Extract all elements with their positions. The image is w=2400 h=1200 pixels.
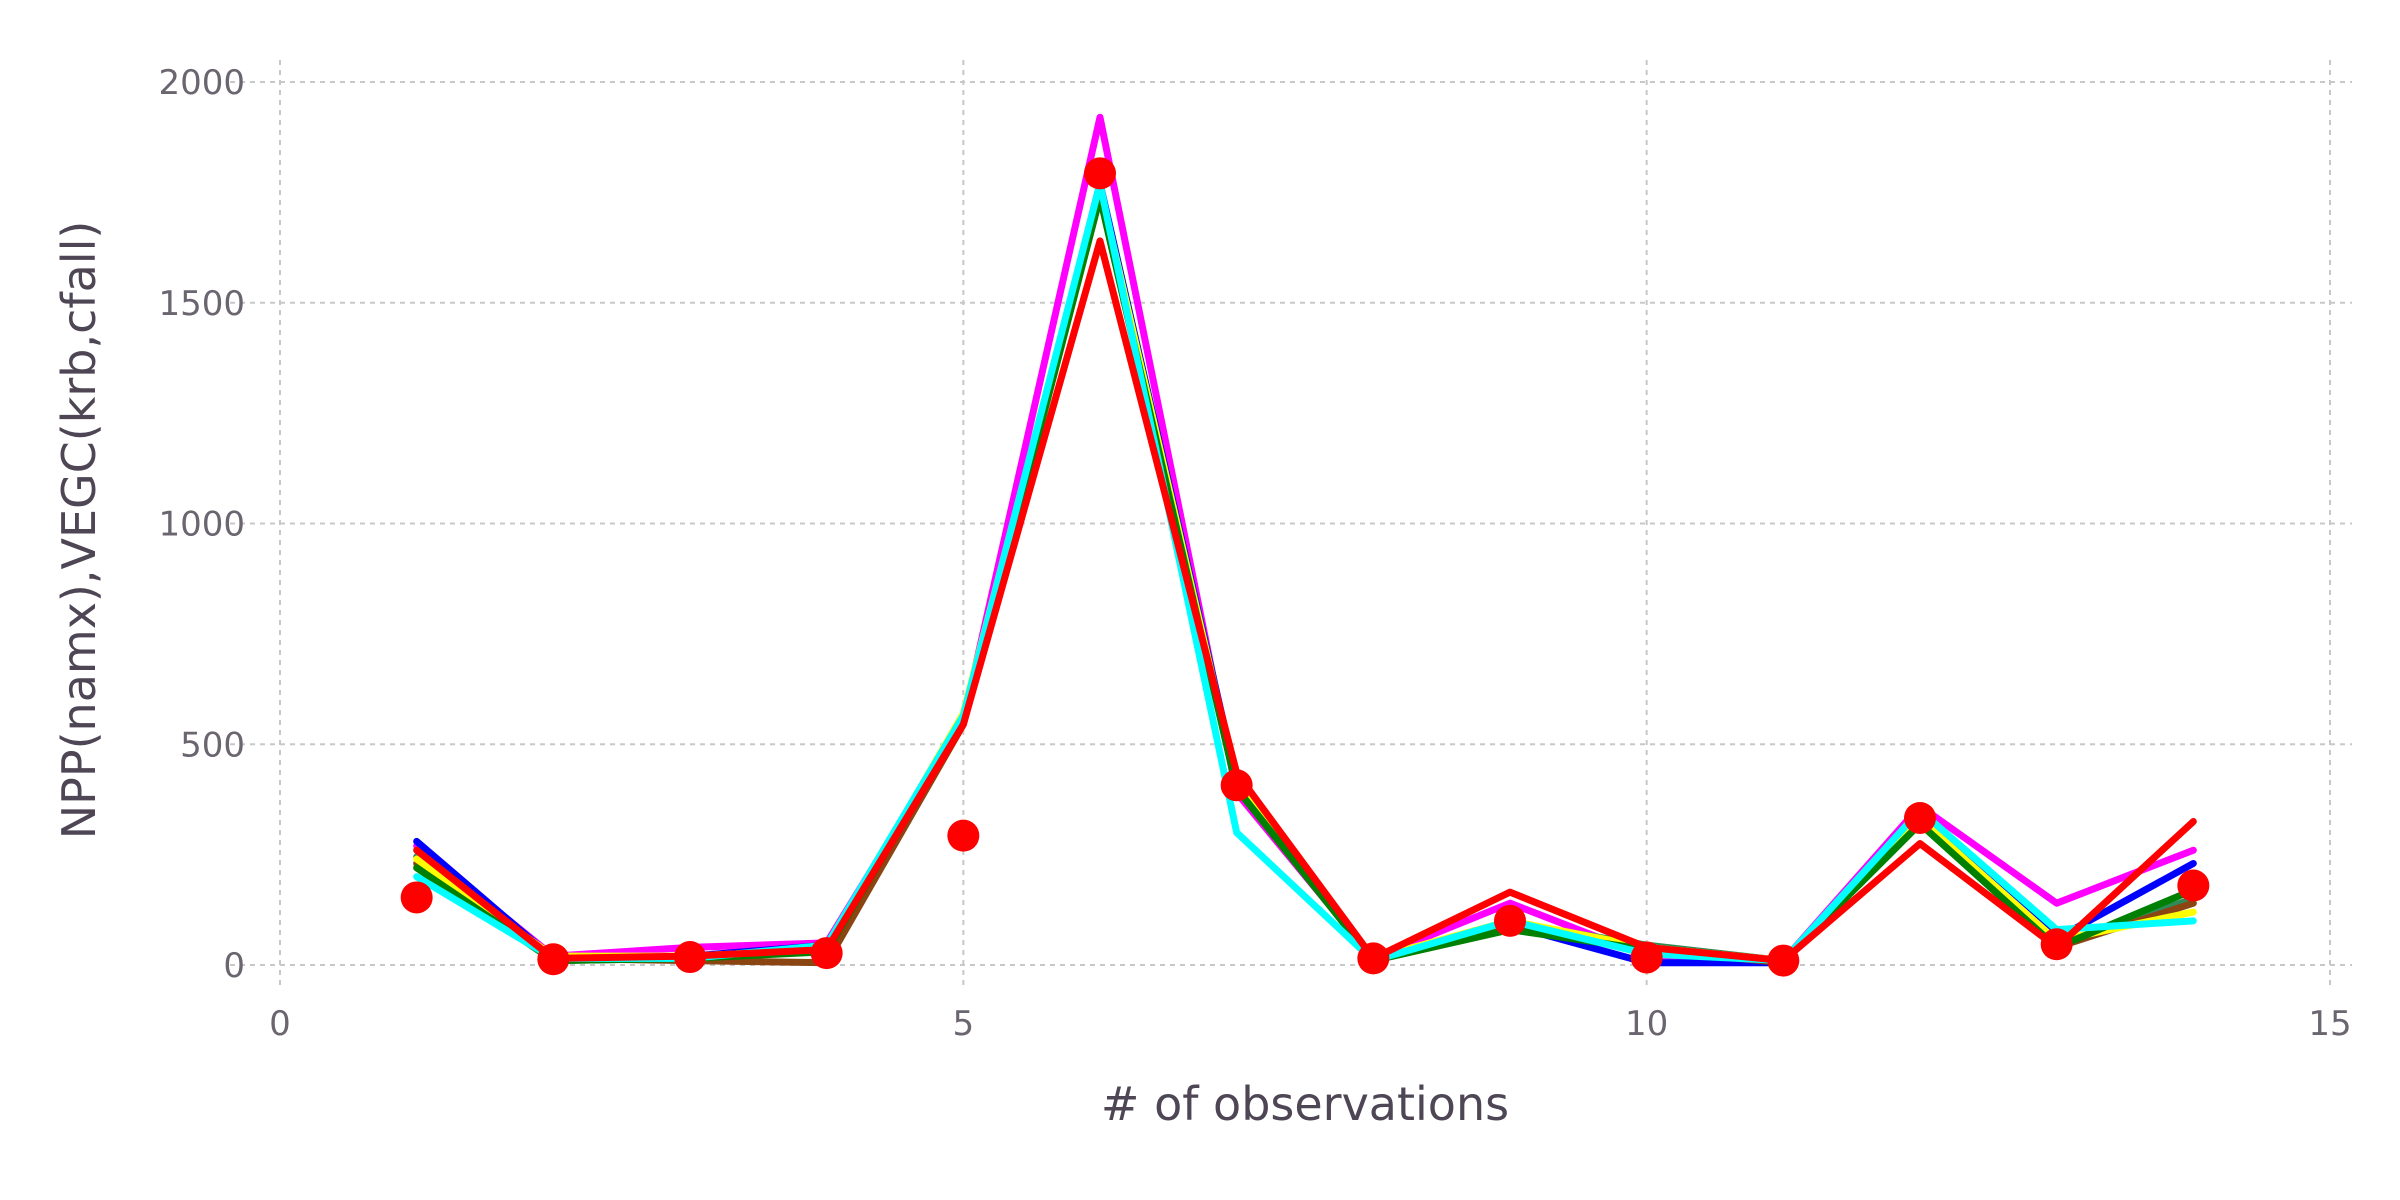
observation-point — [810, 937, 843, 970]
y-tick-label: 2000 — [158, 63, 245, 103]
observation-point — [947, 819, 980, 852]
y-tick-label: 1500 — [158, 284, 245, 324]
x-axis-title: # of observations — [1101, 1077, 1509, 1131]
series-line — [413, 237, 2197, 965]
observation-point — [400, 881, 433, 914]
y-tick-label: 0 — [223, 946, 245, 986]
observation-point — [2177, 869, 2210, 902]
observation-point — [1084, 157, 1116, 190]
x-tick-label: 0 — [269, 1004, 291, 1044]
x-tick-labels: 0 5 10 15 — [269, 1004, 2351, 1044]
x-tick-label: 5 — [953, 1004, 975, 1044]
observation-point — [1357, 942, 1390, 975]
observation-point — [674, 941, 706, 974]
observation-point — [1220, 769, 1253, 802]
observation-points — [400, 157, 2210, 977]
observation-point — [2040, 928, 2073, 961]
x-tick-label: 10 — [1625, 1004, 1668, 1044]
y-tick-label: 1000 — [158, 505, 245, 545]
y-tick-label: 500 — [180, 725, 245, 765]
y-axis-title: NPP(namx),VEGC(krb,cfall) — [52, 221, 106, 840]
series-line — [413, 180, 2197, 965]
observation-point — [1494, 904, 1526, 937]
x-tick-label: 15 — [2308, 1004, 2351, 1044]
observation-point — [1630, 941, 1663, 974]
observation-point — [1767, 944, 1800, 977]
observation-point — [1904, 801, 1936, 834]
y-tick-labels: 0 500 1000 1500 2000 — [158, 63, 245, 986]
observation-point — [537, 943, 570, 976]
grid — [230, 60, 2352, 985]
series-lines — [413, 113, 2197, 967]
